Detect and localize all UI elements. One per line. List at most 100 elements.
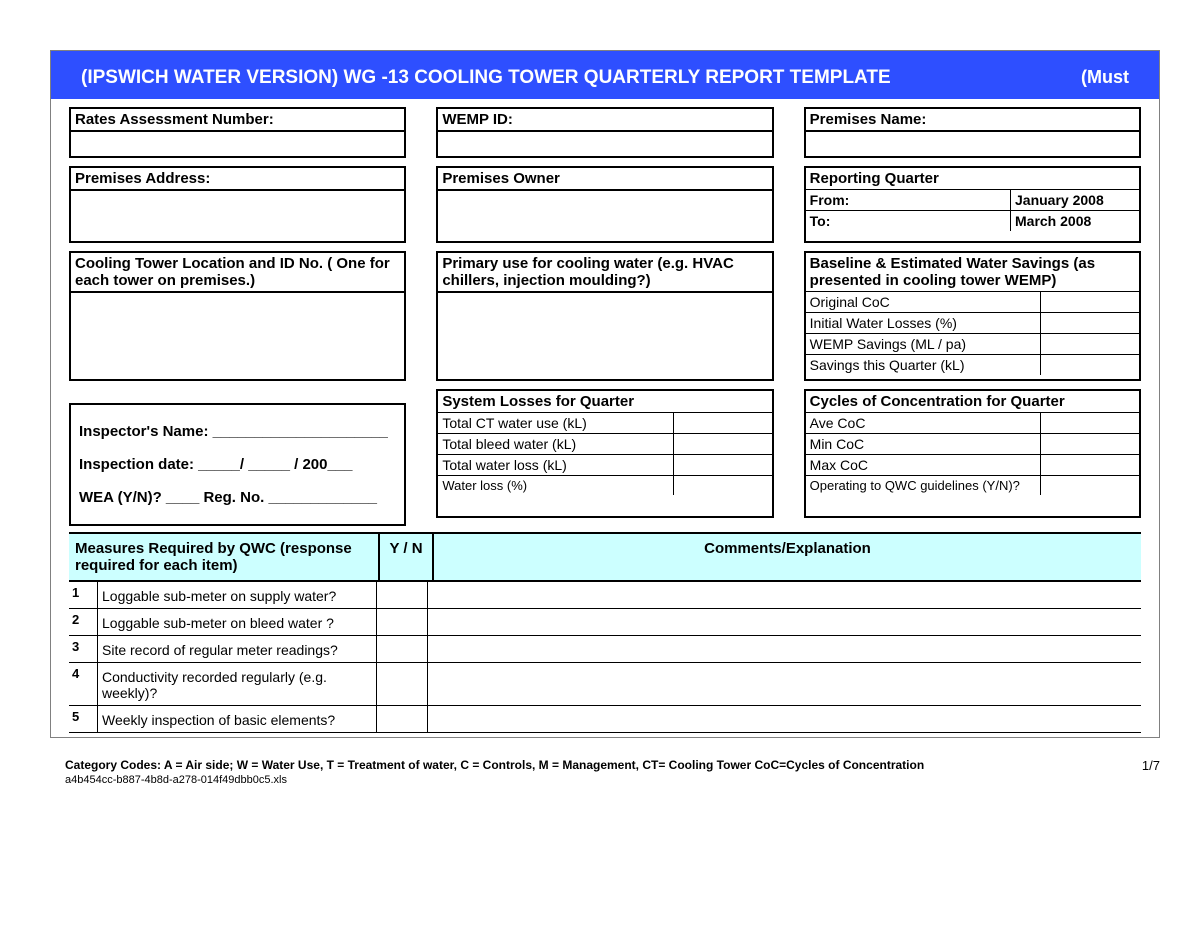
measure-comment[interactable]: [428, 663, 1141, 705]
row-1: Rates Assessment Number: WEMP ID: Premis…: [69, 107, 1141, 166]
row-3: Cooling Tower Location and ID No. ( One …: [69, 251, 1141, 389]
row-2: Premises Address: Premises Owner Reporti…: [69, 166, 1141, 251]
measure-num: 2: [69, 609, 98, 635]
measure-num: 1: [69, 582, 98, 608]
inspector-box: Inspector's Name: _____________________ …: [69, 403, 406, 526]
measure-text: Loggable sub-meter on supply water?: [98, 582, 377, 608]
coc-row-0: Ave CoC: [806, 413, 1041, 434]
baseline-val-2[interactable]: [1041, 334, 1140, 355]
measures-col-c: Comments/Explanation: [434, 534, 1141, 580]
owner-box: Premises Owner: [436, 166, 773, 243]
rates-box: Rates Assessment Number:: [69, 107, 406, 158]
coc-val-2[interactable]: [1041, 455, 1140, 476]
losses-row-3: Water loss (%): [438, 476, 673, 496]
primary-use-box: Primary use for cooling water (e.g. HVAC…: [436, 251, 773, 381]
wemp-box: WEMP ID:: [436, 107, 773, 158]
baseline-row-0: Original CoC: [806, 292, 1041, 313]
rq-to-label: To:: [806, 211, 1010, 231]
inspection-date-line: Inspection date: _____/ _____ / 200___: [79, 448, 396, 481]
primary-use-value[interactable]: [438, 293, 771, 379]
measure-comment[interactable]: [428, 706, 1141, 732]
baseline-label: Baseline & Estimated Water Savings (as p…: [806, 253, 1139, 292]
location-label: Cooling Tower Location and ID No. ( One …: [71, 253, 404, 293]
address-value[interactable]: [71, 191, 404, 241]
form-body: Rates Assessment Number: WEMP ID: Premis…: [51, 99, 1159, 737]
measure-yn[interactable]: [377, 706, 428, 732]
filename: a4b454cc-b887-4b8d-a278-014f49dbb0c5.xls: [65, 774, 924, 786]
baseline-val-0[interactable]: [1041, 292, 1140, 313]
coc-val-3[interactable]: [1041, 476, 1140, 496]
premises-name-label: Premises Name:: [806, 109, 1139, 132]
primary-use-label: Primary use for cooling water (e.g. HVAC…: [438, 253, 771, 293]
header-title: (IPSWICH WATER VERSION) WG -13 COOLING T…: [81, 67, 891, 89]
measure-comment[interactable]: [428, 609, 1141, 635]
measures-col-a: Measures Required by QWC (response requi…: [69, 534, 380, 580]
baseline-box: Baseline & Estimated Water Savings (as p…: [804, 251, 1141, 381]
measure-row: 4Conductivity recorded regularly (e.g. w…: [69, 663, 1141, 706]
category-codes: Category Codes: A = Air side; W = Water …: [65, 758, 924, 772]
losses-val-0[interactable]: [673, 413, 772, 434]
owner-value[interactable]: [438, 191, 771, 241]
losses-val-3[interactable]: [673, 476, 772, 496]
losses-val-1[interactable]: [673, 434, 772, 455]
measures-section: Measures Required by QWC (response requi…: [69, 532, 1141, 733]
measure-row: 3Site record of regular meter readings?: [69, 636, 1141, 663]
measures-header-row: Measures Required by QWC (response requi…: [69, 532, 1141, 582]
measure-row: 5Weekly inspection of basic elements?: [69, 706, 1141, 733]
losses-row-0: Total CT water use (kL): [438, 413, 673, 434]
measure-yn[interactable]: [377, 663, 428, 705]
measure-num: 5: [69, 706, 98, 732]
coc-row-1: Min CoC: [806, 434, 1041, 455]
owner-label: Premises Owner: [438, 168, 771, 191]
losses-row-2: Total water loss (kL): [438, 455, 673, 476]
coc-val-1[interactable]: [1041, 434, 1140, 455]
reporting-quarter-label: Reporting Quarter: [806, 168, 1139, 190]
baseline-row-3: Savings this Quarter (kL): [806, 355, 1041, 376]
premises-name-value[interactable]: [806, 132, 1139, 156]
measure-yn[interactable]: [377, 609, 428, 635]
page-number: 1/7: [1142, 758, 1160, 786]
address-label: Premises Address:: [71, 168, 404, 191]
coc-val-0[interactable]: [1041, 413, 1140, 434]
losses-val-2[interactable]: [673, 455, 772, 476]
coc-box: Cycles of Concentration for Quarter Ave …: [804, 389, 1141, 518]
measure-text: Site record of regular meter readings?: [98, 636, 377, 662]
wemp-label: WEMP ID:: [438, 109, 771, 132]
premises-name-box: Premises Name:: [804, 107, 1141, 158]
rates-label: Rates Assessment Number:: [71, 109, 404, 132]
losses-table: Total CT water use (kL) Total bleed wate…: [438, 413, 771, 495]
baseline-val-1[interactable]: [1041, 313, 1140, 334]
system-losses-box: System Losses for Quarter Total CT water…: [436, 389, 773, 518]
measure-row: 1Loggable sub-meter on supply water?: [69, 582, 1141, 609]
measure-row: 2Loggable sub-meter on bleed water ?: [69, 609, 1141, 636]
page-footer: Category Codes: A = Air side; W = Water …: [65, 758, 1160, 786]
measure-text: Conductivity recorded regularly (e.g. we…: [98, 663, 377, 705]
measures-col-b: Y / N: [380, 534, 434, 580]
reporting-quarter-box: Reporting Quarter From: January 2008 To:…: [804, 166, 1141, 243]
measure-num: 3: [69, 636, 98, 662]
inspector-name-line: Inspector's Name: _____________________: [79, 415, 396, 448]
rates-value[interactable]: [71, 132, 404, 156]
baseline-row-2: WEMP Savings (ML / pa): [806, 334, 1041, 355]
rq-from-value: January 2008: [1010, 190, 1139, 210]
rq-to-value: March 2008: [1010, 211, 1139, 231]
baseline-row-1: Initial Water Losses (%): [806, 313, 1041, 334]
system-losses-label: System Losses for Quarter: [438, 391, 771, 413]
baseline-val-3[interactable]: [1041, 355, 1140, 376]
measure-comment[interactable]: [428, 636, 1141, 662]
measure-yn[interactable]: [377, 636, 428, 662]
report-page: (IPSWICH WATER VERSION) WG -13 COOLING T…: [50, 50, 1160, 738]
measure-text: Loggable sub-meter on bleed water ?: [98, 609, 377, 635]
measure-text: Weekly inspection of basic elements?: [98, 706, 377, 732]
coc-label: Cycles of Concentration for Quarter: [806, 391, 1139, 413]
wemp-value[interactable]: [438, 132, 771, 156]
location-value[interactable]: [71, 293, 404, 379]
coc-row-3: Operating to QWC guidelines (Y/N)?: [806, 476, 1041, 496]
coc-table: Ave CoC Min CoC Max CoC Operating to QWC…: [806, 413, 1139, 495]
measure-comment[interactable]: [428, 582, 1141, 608]
measure-num: 4: [69, 663, 98, 705]
measure-yn[interactable]: [377, 582, 428, 608]
address-box: Premises Address:: [69, 166, 406, 243]
location-box: Cooling Tower Location and ID No. ( One …: [69, 251, 406, 381]
header-bar: (IPSWICH WATER VERSION) WG -13 COOLING T…: [51, 51, 1159, 99]
